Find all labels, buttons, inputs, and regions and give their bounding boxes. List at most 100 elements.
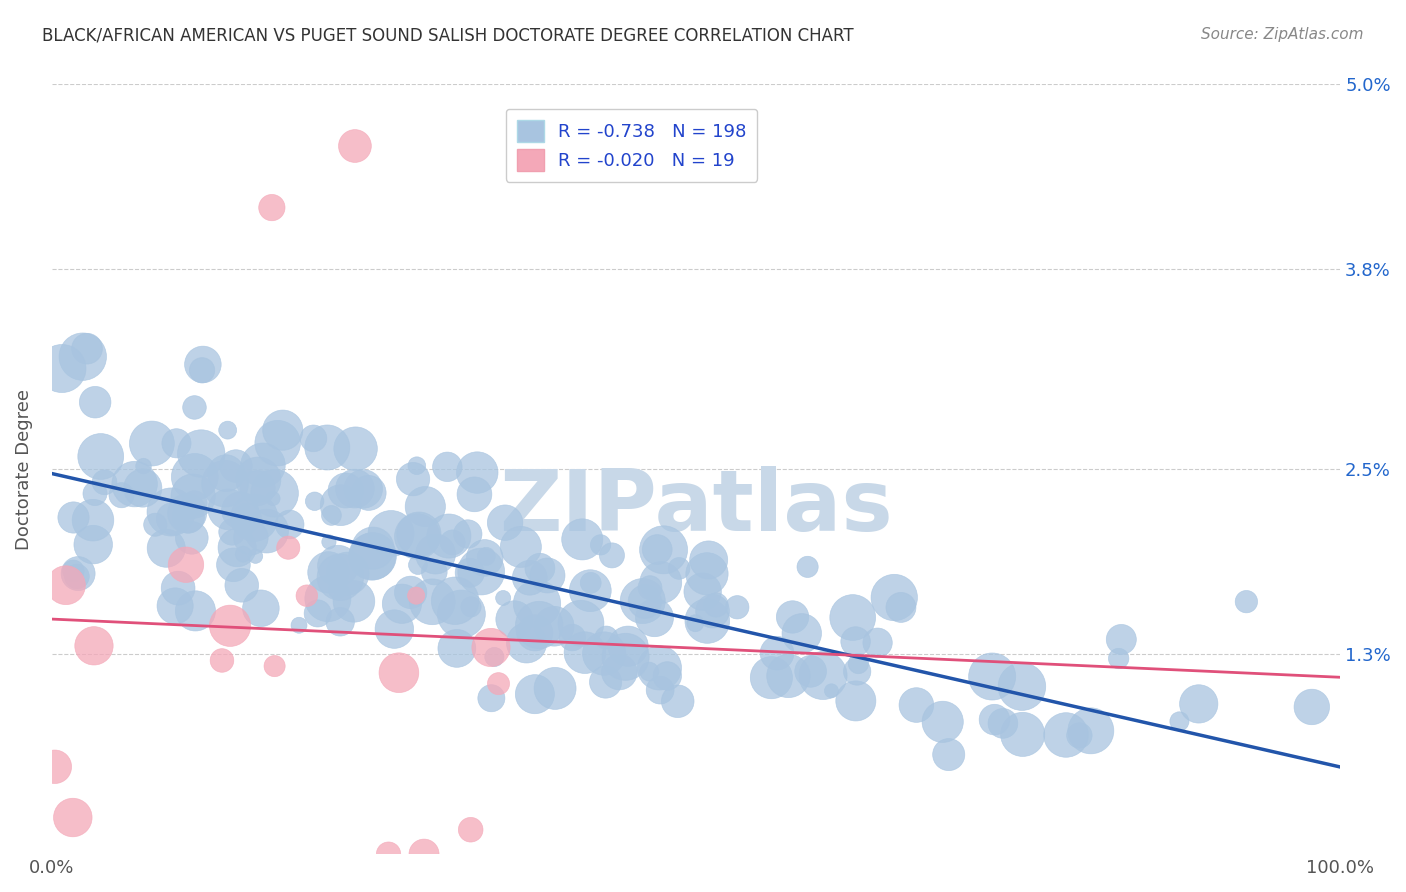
Point — [183, 496, 205, 510]
Point — [184, 470, 207, 484]
Point — [262, 491, 284, 506]
Point — [243, 510, 266, 524]
Point — [260, 201, 283, 215]
Point — [422, 595, 444, 609]
Point — [444, 593, 467, 607]
Point — [631, 594, 654, 608]
Point — [211, 653, 233, 667]
Point — [214, 476, 236, 491]
Point — [465, 466, 488, 480]
Point — [1301, 700, 1323, 714]
Point — [295, 589, 318, 603]
Point — [357, 486, 380, 500]
Point — [668, 561, 690, 575]
Point — [846, 665, 869, 679]
Point — [492, 591, 515, 605]
Point — [600, 549, 623, 563]
Point — [222, 558, 245, 572]
Point — [388, 665, 411, 680]
Point — [890, 600, 912, 615]
Point — [474, 550, 496, 565]
Point — [1111, 632, 1133, 647]
Point — [983, 713, 1005, 727]
Point — [219, 619, 242, 633]
Point — [90, 450, 112, 464]
Point — [266, 436, 288, 450]
Point — [725, 600, 748, 615]
Point — [76, 342, 98, 356]
Point — [470, 565, 492, 579]
Point — [494, 516, 516, 530]
Y-axis label: Doctorate Degree: Doctorate Degree — [15, 389, 32, 549]
Point — [666, 694, 689, 708]
Point — [523, 625, 546, 640]
Point — [1080, 723, 1102, 738]
Point — [425, 547, 447, 561]
Point — [571, 533, 593, 547]
Point — [246, 481, 269, 495]
Point — [316, 591, 339, 606]
Point — [239, 531, 262, 545]
Point — [256, 524, 278, 538]
Point — [271, 423, 294, 437]
Point — [377, 847, 399, 862]
Point — [457, 527, 479, 541]
Point — [329, 615, 352, 629]
Point — [634, 595, 657, 609]
Point — [405, 458, 427, 473]
Point — [93, 475, 115, 490]
Point — [143, 517, 166, 532]
Point — [406, 529, 429, 543]
Point — [460, 822, 482, 837]
Point — [931, 714, 953, 729]
Point — [441, 535, 464, 549]
Point — [405, 589, 427, 603]
Point — [344, 442, 367, 456]
Point — [221, 524, 243, 539]
Point — [391, 597, 413, 611]
Point — [561, 631, 583, 645]
Point — [593, 647, 616, 661]
Point — [523, 687, 546, 701]
Point — [233, 518, 256, 533]
Point — [183, 401, 205, 415]
Point — [696, 614, 718, 628]
Point — [579, 583, 602, 598]
Point — [595, 631, 617, 645]
Point — [543, 619, 565, 633]
Point — [165, 599, 187, 613]
Point — [226, 541, 249, 555]
Point — [702, 604, 724, 618]
Point — [458, 566, 481, 580]
Point — [402, 472, 425, 486]
Point — [413, 847, 436, 862]
Point — [650, 683, 672, 698]
Point — [51, 361, 73, 376]
Point — [132, 459, 155, 474]
Point — [277, 541, 299, 555]
Point — [704, 598, 727, 612]
Point — [62, 811, 84, 825]
Point — [883, 591, 905, 605]
Point — [778, 669, 800, 683]
Point — [191, 363, 214, 377]
Point — [180, 531, 202, 545]
Point — [166, 436, 188, 450]
Point — [62, 510, 84, 524]
Point — [335, 483, 357, 498]
Point — [232, 547, 254, 561]
Point — [177, 510, 200, 524]
Point — [479, 691, 502, 706]
Point — [82, 538, 104, 552]
Point — [981, 669, 1004, 683]
Point — [761, 671, 783, 685]
Point — [790, 626, 813, 640]
Point — [595, 675, 617, 690]
Point — [307, 607, 329, 621]
Point — [236, 510, 259, 524]
Point — [460, 599, 482, 614]
Point — [250, 601, 273, 615]
Point — [845, 634, 868, 648]
Point — [607, 665, 630, 679]
Point — [527, 618, 550, 632]
